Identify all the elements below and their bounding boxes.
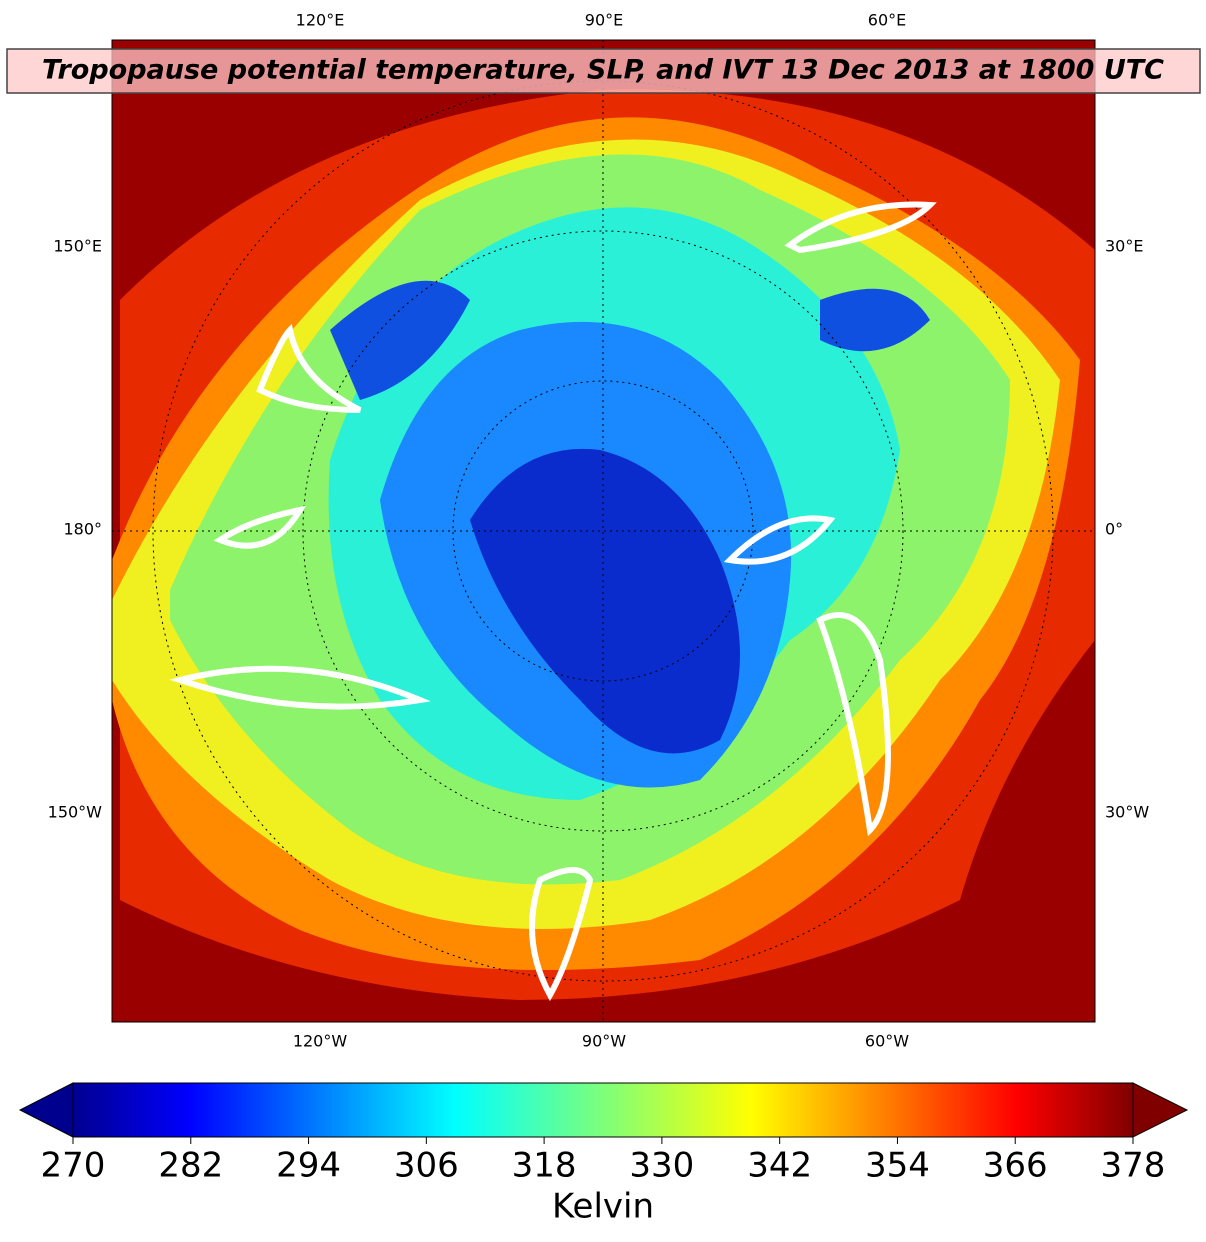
- longitude-label: 120°W: [293, 1032, 348, 1051]
- longitude-label: 30°E: [1105, 237, 1143, 256]
- colorbar-tick-label: 330: [629, 1146, 694, 1186]
- colorbar-tick-label: 354: [865, 1146, 930, 1186]
- longitude-label: 90°W: [582, 1032, 626, 1051]
- longitude-label: 30°W: [1105, 803, 1149, 822]
- map-frame: [111, 39, 1096, 1023]
- longitude-label: 150°E: [53, 237, 102, 256]
- colorbar-tick-label: 306: [394, 1146, 459, 1186]
- colorbar-tick-label: 318: [512, 1146, 577, 1186]
- map-title: Tropopause potential temperature, SLP, a…: [42, 55, 1164, 86]
- longitude-label: 120°E: [296, 11, 345, 30]
- colorbar-tick-label: 378: [1101, 1146, 1166, 1186]
- colorbar-extend-low: [18, 1082, 74, 1138]
- longitude-label: 60°W: [865, 1032, 909, 1051]
- colorbar-label: Kelvin: [552, 1187, 654, 1227]
- longitude-label: 90°E: [585, 11, 623, 30]
- longitude-label: 0°: [1105, 520, 1123, 539]
- longitude-label: 60°E: [868, 11, 906, 30]
- title-box: [6, 48, 1201, 94]
- colorbar-tick-label: 270: [41, 1146, 106, 1186]
- colorbar: [72, 1082, 1134, 1138]
- colorbar-extend-high: [1132, 1082, 1189, 1138]
- colorbar-tick-label: 282: [158, 1146, 223, 1186]
- colorbar-tick-label: 342: [747, 1146, 812, 1186]
- map-field: [112, 40, 1095, 1022]
- colorbar-tick-label: 294: [276, 1146, 341, 1186]
- longitude-label: 180°: [63, 520, 102, 539]
- colorbar-tick-label: 366: [983, 1146, 1048, 1186]
- longitude-label: 150°W: [48, 803, 103, 822]
